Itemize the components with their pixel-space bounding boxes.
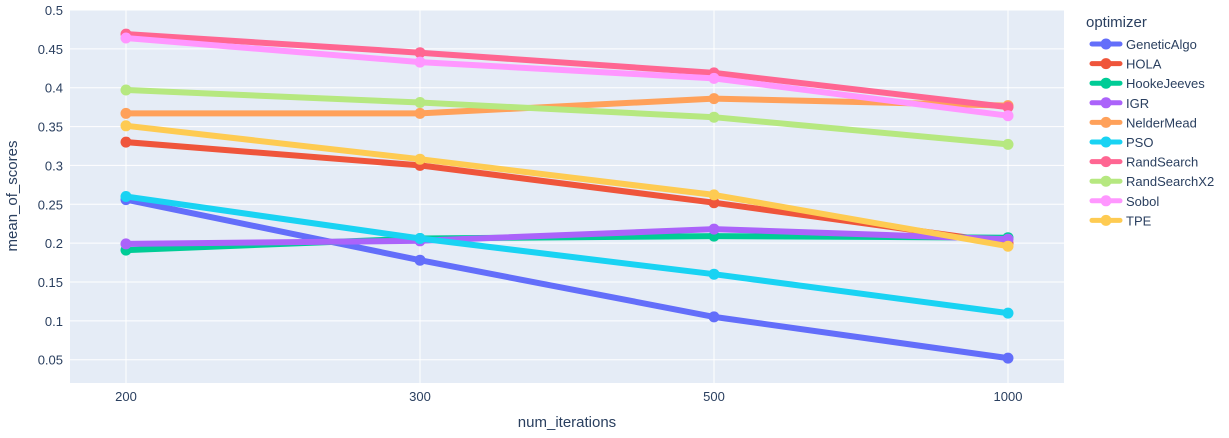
legend-item-pso[interactable]: PSO	[1089, 135, 1153, 150]
x-tick-label: 500	[703, 389, 725, 404]
legend-item-geneticalgo[interactable]: GeneticAlgo	[1089, 37, 1197, 52]
legend-item-randsearch[interactable]: RandSearch	[1089, 155, 1198, 170]
data-point[interactable]	[1002, 240, 1014, 252]
y-tick-label: 0.45	[38, 42, 63, 57]
x-tick-label: 1000	[994, 389, 1023, 404]
series-lines	[120, 28, 1014, 364]
y-axis-title: mean_of_scores	[4, 141, 21, 252]
data-point[interactable]	[120, 238, 132, 250]
legend-label: IGR	[1126, 96, 1149, 111]
legend-label: NelderMead	[1126, 115, 1197, 130]
data-point[interactable]	[120, 120, 132, 132]
legend-marker-swatch	[1100, 77, 1112, 89]
series-line	[123, 196, 1011, 362]
series-tpe	[120, 120, 1014, 252]
data-point[interactable]	[1002, 138, 1014, 150]
legend-marker-swatch	[1100, 175, 1112, 187]
legend-title: optimizer	[1086, 14, 1147, 31]
data-point[interactable]	[1002, 101, 1014, 113]
y-tick-label: 0.35	[38, 120, 63, 135]
y-tick-label: 0.3	[45, 158, 63, 173]
data-point[interactable]	[120, 136, 132, 148]
data-point[interactable]	[708, 189, 720, 201]
legend-label: HOLA	[1126, 57, 1162, 72]
data-point[interactable]	[708, 311, 720, 323]
series-sobol	[120, 32, 1014, 122]
y-axis-tick-labels: 0.05 0.1 0.15 0.2 0.25 0.3 0.35 0.4 0.45 0.5	[38, 3, 63, 368]
legend-label: PSO	[1126, 135, 1153, 150]
data-point[interactable]	[708, 223, 720, 235]
legend-label: RandSearch	[1126, 155, 1198, 170]
legend-label: GeneticAlgo	[1126, 37, 1197, 52]
series-line	[123, 226, 1011, 247]
plot-background	[70, 10, 1064, 383]
data-point[interactable]	[120, 84, 132, 96]
series-geneticalgo	[120, 194, 1014, 364]
legend-item-randsearchx2[interactable]: RandSearchX2	[1089, 174, 1214, 189]
data-point[interactable]	[1002, 110, 1014, 122]
legend-label: TPE	[1126, 213, 1152, 228]
legend-marker-swatch	[1100, 116, 1112, 128]
legend-marker-swatch	[1100, 156, 1112, 168]
series-line	[123, 35, 1011, 119]
legend-marker-swatch	[1100, 58, 1112, 70]
data-point[interactable]	[1002, 352, 1014, 364]
legend-item-tpe[interactable]: TPE	[1089, 213, 1152, 228]
legend[interactable]: GeneticAlgo HOLA HookeJeeves IGR NelderMead P…	[1089, 37, 1214, 228]
x-tick-label: 200	[115, 389, 137, 404]
series-line	[123, 31, 1011, 111]
legend-item-hola[interactable]: HOLA	[1089, 57, 1162, 72]
x-axis-title: num_iterations	[518, 414, 616, 431]
data-point[interactable]	[414, 47, 426, 59]
y-tick-label: 0.25	[38, 197, 63, 212]
legend-item-igr[interactable]: IGR	[1089, 96, 1149, 111]
data-point[interactable]	[120, 107, 132, 119]
legend-label: RandSearchX2	[1126, 174, 1214, 189]
y-tick-label: 0.4	[45, 81, 63, 96]
series-line	[123, 193, 1011, 317]
legend-marker-swatch	[1100, 214, 1112, 226]
data-point[interactable]	[708, 197, 720, 209]
legend-marker-swatch	[1100, 97, 1112, 109]
data-point[interactable]	[120, 32, 132, 44]
data-point[interactable]	[708, 72, 720, 84]
legend-marker-swatch	[1100, 195, 1112, 207]
x-axis-tick-labels: 200 300 500 1000	[115, 389, 1022, 404]
data-point[interactable]	[414, 56, 426, 68]
y-tick-label: 0.15	[38, 275, 63, 290]
data-point[interactable]	[708, 93, 720, 105]
legend-marker-swatch	[1100, 38, 1112, 50]
data-point[interactable]	[414, 107, 426, 119]
y-tick-label: 0.5	[45, 3, 63, 18]
series-line	[123, 95, 1011, 117]
legend-label: HookeJeeves	[1126, 76, 1205, 91]
y-tick-label: 0.05	[38, 353, 63, 368]
data-point[interactable]	[414, 97, 426, 108]
data-point[interactable]	[414, 153, 426, 165]
data-point[interactable]	[708, 111, 720, 123]
data-point[interactable]	[414, 233, 426, 244]
x-tick-label: 300	[409, 389, 431, 404]
series-randsearchx2	[120, 84, 1014, 150]
legend-item-hookejeeves[interactable]: HookeJeeves	[1089, 76, 1205, 91]
legend-marker-swatch	[1100, 136, 1112, 148]
series-pso	[120, 191, 1014, 319]
series-line	[123, 122, 1011, 250]
data-point[interactable]	[120, 191, 132, 202]
data-point[interactable]	[1002, 307, 1014, 319]
data-point[interactable]	[708, 268, 720, 280]
series-line	[123, 87, 1011, 148]
legend-label: Sobol	[1126, 194, 1159, 209]
y-tick-label: 0.2	[45, 236, 63, 251]
data-point[interactable]	[414, 254, 426, 266]
y-tick-label: 0.1	[45, 314, 63, 329]
legend-item-sobol[interactable]: Sobol	[1089, 194, 1159, 209]
legend-item-neldermead[interactable]: NelderMead	[1089, 115, 1197, 130]
